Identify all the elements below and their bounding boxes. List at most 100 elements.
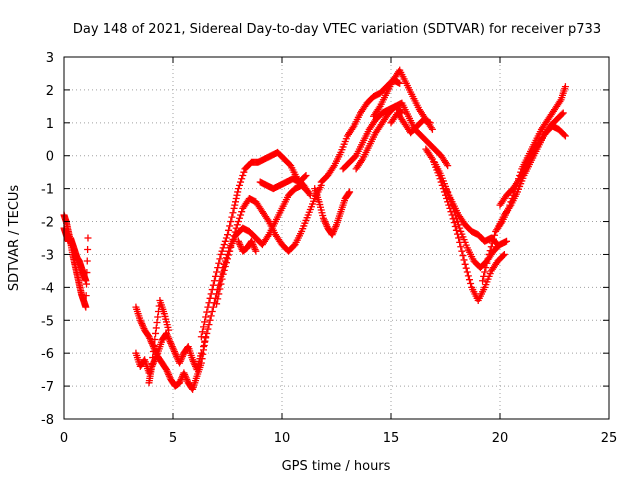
data-point — [460, 256, 468, 264]
data-point — [330, 227, 338, 235]
data-point — [170, 348, 178, 356]
data-point — [234, 188, 242, 196]
data-point — [216, 255, 224, 263]
data-point — [176, 359, 184, 367]
data-point — [239, 171, 247, 179]
data-point — [214, 295, 222, 303]
data-point — [146, 334, 154, 342]
data-point — [228, 213, 236, 221]
data-point — [457, 243, 465, 251]
data-point — [225, 251, 233, 259]
data-point — [455, 221, 463, 229]
data-point — [231, 198, 239, 206]
data-point — [208, 307, 216, 315]
data-point — [167, 339, 175, 347]
data-point — [494, 241, 502, 249]
data-point — [168, 341, 176, 349]
data-point — [137, 318, 145, 326]
x-tick-label: 15 — [383, 431, 400, 446]
data-point — [234, 237, 242, 245]
data-point — [235, 239, 243, 247]
data-point — [443, 160, 451, 168]
data-point — [482, 264, 490, 272]
y-tick-label: -3 — [41, 248, 54, 263]
data-point — [358, 157, 366, 165]
data-point — [165, 326, 173, 334]
data-point — [233, 191, 241, 199]
series-13 — [352, 99, 452, 173]
data-point — [220, 266, 228, 274]
data-point — [250, 242, 258, 250]
data-point — [200, 323, 208, 331]
data-point — [229, 236, 237, 244]
data-point — [346, 188, 354, 196]
data-point — [461, 260, 469, 268]
data-point — [197, 333, 205, 341]
data-point — [506, 203, 514, 211]
data-point — [450, 219, 458, 227]
series-7 — [213, 181, 325, 308]
data-point — [251, 246, 259, 254]
data-point — [225, 226, 233, 234]
series-11 — [317, 76, 404, 186]
data-point — [561, 83, 569, 91]
data-point — [200, 343, 208, 351]
data-point — [228, 239, 236, 247]
data-point — [467, 280, 475, 288]
data-point — [151, 335, 159, 343]
data-point — [221, 263, 229, 271]
chart-title: Day 148 of 2021, Sidereal Day-to-day VTE… — [73, 22, 601, 37]
data-point — [171, 349, 179, 357]
data-point — [217, 280, 225, 288]
data-point — [427, 124, 435, 132]
data-point — [456, 224, 464, 232]
data-point — [83, 280, 91, 288]
data-point — [152, 324, 160, 332]
data-point — [232, 224, 240, 232]
data-point — [163, 331, 171, 339]
data-point — [227, 243, 235, 251]
data-point — [487, 243, 495, 251]
data-point — [264, 232, 272, 240]
data-point — [302, 171, 310, 179]
data-point — [148, 360, 156, 368]
data-point — [329, 229, 337, 237]
data-point — [444, 162, 452, 170]
data-point — [232, 195, 240, 203]
data-point — [202, 334, 210, 342]
data-point — [82, 292, 90, 300]
data-point — [322, 219, 330, 227]
data-point — [238, 175, 246, 183]
data-point — [166, 338, 174, 346]
data-point — [169, 344, 177, 352]
data-point — [332, 222, 340, 230]
axis-ticks: 0 5 10 15 20 25 -8 -7 -6 -5 -4 -3 -2 -1 0 1 2 3 — [41, 51, 617, 446]
data-point — [320, 216, 328, 224]
series-17 — [431, 158, 511, 272]
data-point — [145, 333, 153, 341]
data-point — [180, 369, 188, 377]
data-point — [220, 241, 228, 249]
data-point — [153, 351, 161, 359]
data-point — [218, 275, 226, 283]
data-point — [459, 252, 467, 260]
data-point — [556, 97, 564, 105]
y-tick-label: -1 — [41, 183, 54, 198]
data-point — [427, 153, 435, 161]
data-point — [250, 244, 258, 252]
data-point — [201, 318, 209, 326]
data-point — [165, 371, 173, 379]
data-point — [224, 231, 231, 239]
data-point — [149, 348, 157, 356]
data-point — [147, 338, 155, 346]
data-point — [203, 329, 211, 337]
data-point — [235, 181, 243, 189]
data-point — [176, 377, 184, 385]
series-15 — [387, 109, 434, 137]
data-point — [238, 208, 246, 216]
y-tick-label: -6 — [41, 347, 54, 362]
data-point — [176, 379, 184, 387]
series-9 — [256, 171, 310, 193]
series-8 — [234, 237, 260, 255]
data-point — [136, 316, 144, 324]
